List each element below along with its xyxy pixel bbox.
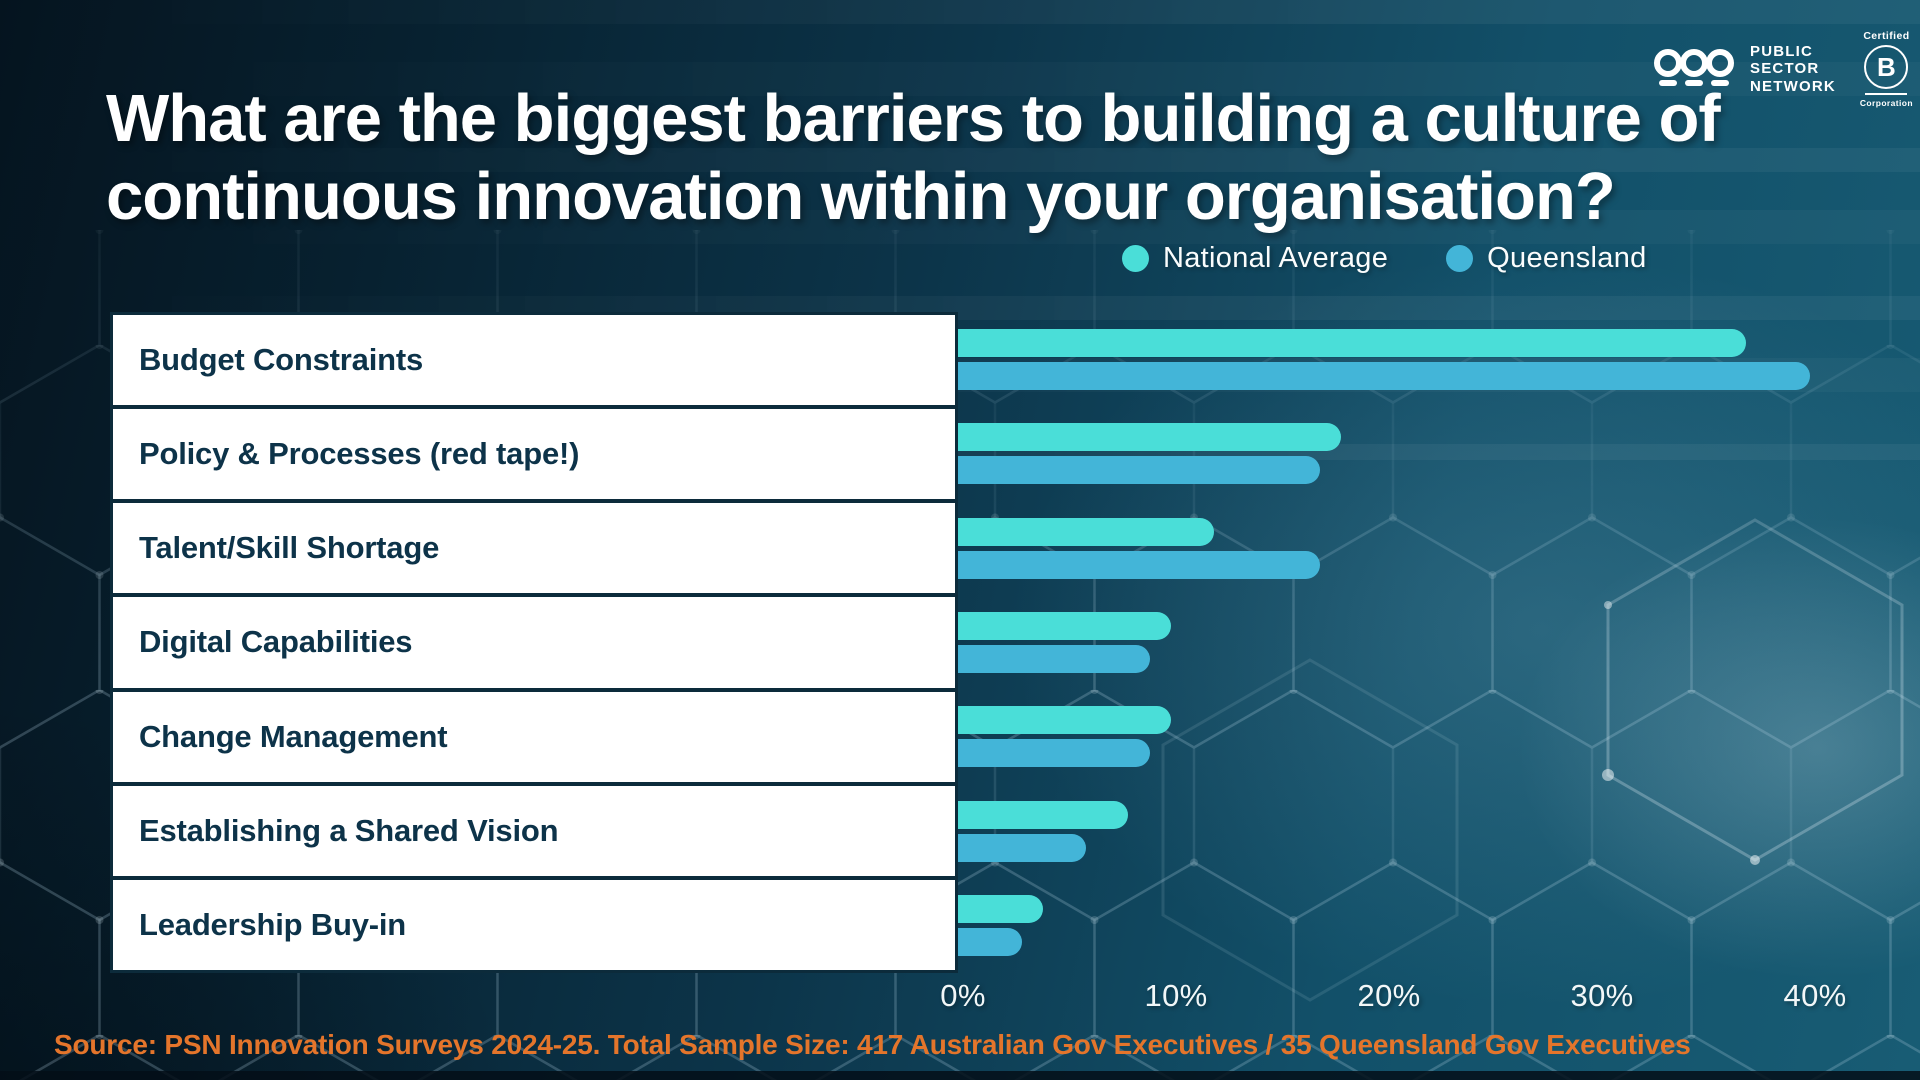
bar-queensland (958, 456, 1321, 485)
category-label: Establishing a Shared Vision (139, 812, 559, 848)
bcorp-b-icon: B (1864, 45, 1909, 89)
category-panel: Budget Constraints Policy & Processes (re… (110, 312, 958, 973)
category-label: Policy & Processes (red tape!) (139, 436, 580, 472)
category-row: Establishing a Shared Vision (113, 785, 955, 876)
bar-queensland (958, 644, 1150, 673)
bottom-strip (0, 1071, 1920, 1080)
bar-national-average (958, 800, 1129, 829)
legend-label: National Average (1163, 242, 1389, 274)
bar-national-average (958, 611, 1171, 640)
bar-national-average (958, 895, 1044, 924)
x-axis-tick: 30% (1570, 978, 1634, 1013)
x-axis-tick: 0% (940, 978, 986, 1013)
category-row: Change Management (113, 691, 955, 782)
bar-national-average (958, 423, 1342, 452)
category-row: Digital Capabilities (113, 597, 955, 688)
bar-chart-area (958, 312, 1888, 973)
category-label: Talent/Skill Shortage (139, 530, 440, 566)
title-line-1: What are the biggest barriers to buildin… (106, 81, 1721, 156)
x-axis: 0% 10% 20% 30% 40% (940, 978, 1888, 1020)
psn-logo-icon (1652, 38, 1736, 101)
category-row: Talent/Skill Shortage (113, 503, 955, 594)
bar-pair (958, 406, 1888, 500)
bar-pair (958, 879, 1888, 973)
bcorp-rule (1865, 93, 1908, 96)
legend-item: National Average (1122, 242, 1388, 275)
source-note: Source: PSN Innovation Surveys 2024-25. … (54, 1029, 1691, 1060)
bar-pair (958, 501, 1888, 595)
bar-queensland (958, 739, 1150, 768)
bar-queensland (958, 928, 1022, 957)
bar-pair (958, 784, 1888, 878)
page-title: What are the biggest barriers to buildin… (106, 80, 1826, 237)
bar-pair (958, 690, 1888, 784)
title-line-2: continuous innovation within your organi… (106, 159, 1616, 235)
bcorp-corporation-label: Corporation (1859, 98, 1913, 109)
category-row: Leadership Buy-in (113, 879, 955, 970)
bar-queensland (958, 550, 1321, 579)
category-row: Policy & Processes (red tape!) (113, 409, 955, 500)
category-label: Digital Capabilities (139, 624, 413, 660)
bar-national-average (958, 517, 1214, 546)
x-axis-tick: 10% (1144, 978, 1208, 1013)
chart-legend: National Average Queensland (1122, 242, 1647, 275)
bcorp-logo: Certified B Corporation (1860, 30, 1913, 108)
bar-queensland (958, 361, 1810, 390)
category-label: Budget Constraints (139, 342, 424, 378)
bar-pair (958, 312, 1888, 406)
category-label: Change Management (139, 718, 448, 754)
bcorp-certified-label: Certified (1863, 30, 1910, 42)
psn-logo-text: PUBLIC SECTOR NETWORK (1750, 42, 1836, 96)
category-row: Budget Constraints (113, 315, 955, 406)
logo-block: PUBLIC SECTOR NETWORK Certified B Corpor… (1652, 30, 1913, 108)
x-axis-tick: 20% (1357, 978, 1421, 1013)
legend-dot-icon (1122, 245, 1149, 272)
x-axis-tick: 40% (1783, 978, 1847, 1013)
category-label: Leadership Buy-in (139, 906, 407, 942)
legend-item: Queensland (1446, 242, 1646, 275)
bar-pair (958, 595, 1888, 689)
legend-dot-icon (1446, 245, 1474, 272)
bar-national-average (958, 328, 1747, 357)
legend-label: Queensland (1487, 242, 1647, 274)
bar-queensland (958, 833, 1086, 862)
bar-national-average (958, 706, 1171, 735)
